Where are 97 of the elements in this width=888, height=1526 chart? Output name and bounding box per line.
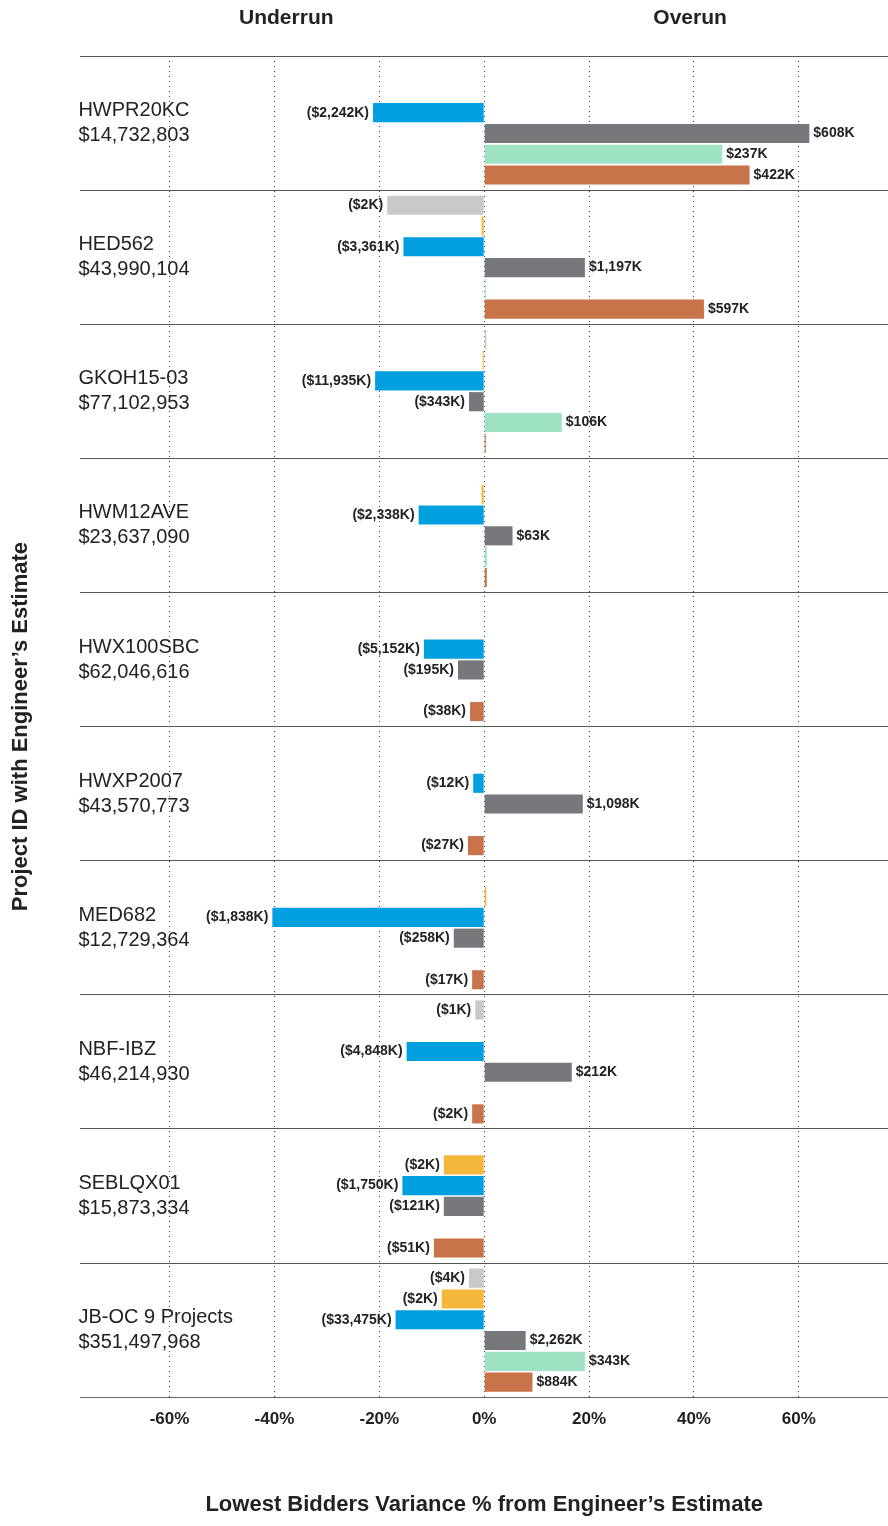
x-tick-label: -40% <box>254 1409 295 1429</box>
text: Underrun <box>239 4 334 28</box>
bar <box>484 1330 526 1351</box>
text: Overun <box>653 4 727 28</box>
y-tick-label: NBF-IBZ $46,214,930 <box>78 1036 190 1084</box>
annotation: $422K <box>753 165 795 182</box>
bar <box>470 701 484 722</box>
annotation: ($2K) <box>402 1289 438 1306</box>
annotation: ($12K) <box>426 774 470 791</box>
y-tick-label: HED562 $43,990,104 <box>78 232 190 280</box>
bar <box>403 237 484 257</box>
annotation: $63K <box>516 526 550 543</box>
bar <box>484 144 723 164</box>
bar <box>484 547 487 567</box>
x-tick-label: 60% <box>781 1409 816 1429</box>
bar <box>484 258 585 278</box>
annotation: ($51K) <box>387 1238 430 1255</box>
bar <box>457 660 484 680</box>
annotation: $212K <box>575 1063 618 1080</box>
x-tick-label: 0% <box>471 1409 497 1429</box>
bar <box>484 123 810 144</box>
bar <box>475 1000 484 1020</box>
bar <box>433 1238 484 1258</box>
x-axis-title: Lowest Bidders Variance % from Engineer’s Estimate <box>205 1490 763 1516</box>
y-tick-label: HWPR20KC $14,732,803 <box>78 98 190 146</box>
annotation: $1,197K <box>588 258 642 275</box>
bar <box>418 505 484 525</box>
x-tick-label: 40% <box>676 1409 711 1429</box>
y-axis-title: Project ID with Engineer’s Estimate <box>7 541 33 912</box>
annotation: $343K <box>588 1352 631 1369</box>
annotation: ($2K) <box>404 1155 440 1172</box>
annotation: ($343K) <box>414 392 465 409</box>
annotation: $1,098K <box>586 794 640 811</box>
annotation: ($258K) <box>399 929 450 946</box>
bar <box>443 1196 484 1216</box>
bar <box>472 1104 484 1124</box>
bar <box>468 392 484 412</box>
y-tick-label: HWM12AVE $23,637,090 <box>78 500 190 548</box>
annotation: ($1,838K) <box>206 908 269 925</box>
annotation: ($2,338K) <box>352 505 415 522</box>
annotation: $2,262K <box>529 1331 583 1348</box>
annotation: ($2,242K) <box>306 103 370 120</box>
bar <box>481 484 484 504</box>
annotation: ($27K) <box>421 836 464 853</box>
bar <box>373 103 484 123</box>
annotation: ($11,935K) <box>301 371 372 388</box>
bar <box>484 412 562 433</box>
bar <box>443 1155 484 1175</box>
bar <box>375 371 484 391</box>
x-tick-label: -60% <box>149 1409 190 1429</box>
bar <box>472 970 484 990</box>
y-tick-label: JB-OC 9 Projects $351,497,968 <box>78 1305 233 1353</box>
annotation: $106K <box>565 413 608 430</box>
bar <box>484 1372 533 1392</box>
annotation: ($38K) <box>423 702 467 719</box>
annotation: $237K <box>726 145 768 162</box>
bar <box>484 1351 585 1371</box>
bar <box>395 1310 484 1330</box>
y-tick-label: HWXP2007 $43,570,773 <box>78 768 190 816</box>
annotation: ($17K) <box>425 970 469 987</box>
annotation: ($1,750K) <box>336 1176 399 1193</box>
y-tick-label: SEBLQX01 $15,873,334 <box>78 1171 190 1219</box>
annotation: ($3,361K) <box>337 237 400 254</box>
bar <box>484 794 583 814</box>
y-tick-label: GKOH15-03 $77,102,953 <box>78 366 190 414</box>
bar <box>473 773 484 793</box>
bar <box>481 216 484 236</box>
annotation: ($5,152K) <box>357 640 420 657</box>
bar <box>402 1176 484 1196</box>
bar <box>468 1268 484 1288</box>
annotation: ($195K) <box>403 660 454 677</box>
bar <box>484 1062 572 1082</box>
bar <box>423 639 484 659</box>
bar <box>453 928 484 948</box>
annotation: ($1K) <box>436 1000 472 1017</box>
y-tick-label: HWX100SBC $62,046,616 <box>78 634 200 682</box>
annotation: $597K <box>707 300 750 317</box>
annotation: ($2K) <box>348 196 384 213</box>
annotation: $608K <box>813 124 855 141</box>
bar <box>406 1041 484 1062</box>
bar <box>441 1289 484 1309</box>
annotation: ($33,475K) <box>321 1310 392 1327</box>
bar <box>272 907 484 927</box>
x-tick-label: -20% <box>359 1409 400 1429</box>
annotation: ($4,848K) <box>340 1042 403 1059</box>
bar <box>467 836 484 856</box>
bar <box>484 299 704 319</box>
annotation: ($121K) <box>389 1197 440 1214</box>
bar <box>484 567 487 587</box>
bar <box>484 165 750 185</box>
bar <box>387 195 484 215</box>
bar <box>484 526 513 546</box>
annotation: ($2K) <box>433 1104 469 1121</box>
annotation: $884K <box>536 1372 578 1389</box>
y-tick-label: MED682 $12,729,364 <box>78 902 190 950</box>
x-tick-label: 20% <box>572 1409 607 1429</box>
annotation: ($4K) <box>429 1269 465 1286</box>
